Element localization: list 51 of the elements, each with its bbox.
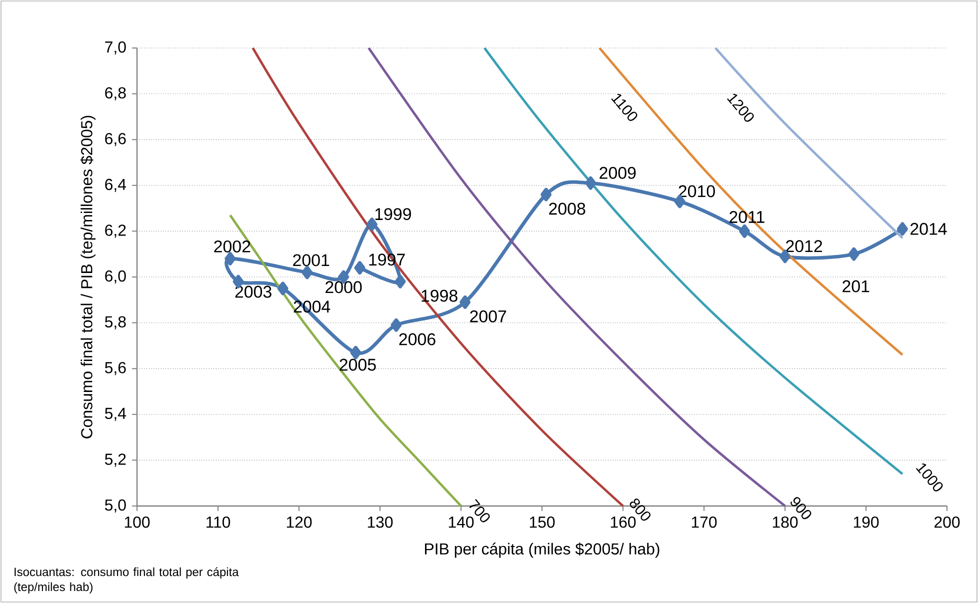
point	[896, 222, 908, 236]
point	[585, 176, 596, 190]
y-axis-title: Consumo final total / PIB (tep/millones $2005)	[80, 116, 96, 438]
x-tick-label: 170	[692, 516, 717, 528]
y-tick-label: 5,6	[104, 362, 126, 376]
point	[390, 318, 402, 332]
x-tick-label: 130	[368, 516, 393, 528]
x-tick-label: 110	[206, 516, 230, 528]
point	[394, 274, 406, 288]
text: Isocuantas: consumo final total per cápita (tep/miles hab)	[14, 567, 239, 594]
annotation: 2003	[235, 286, 272, 298]
y-tick-label: 5,2	[104, 454, 126, 467]
y-tick-label: 7,0	[105, 41, 126, 55]
annotation: 2014	[910, 222, 947, 235]
y-tick-label: 6,4	[105, 178, 126, 192]
x-tick-label: 150	[530, 516, 555, 528]
annotation: 2002	[214, 240, 250, 252]
y-tick-label: 6,0	[105, 270, 126, 284]
annotation: 2005	[340, 358, 376, 371]
x-tick-label: 120	[286, 516, 312, 528]
annotation: 2010	[678, 185, 715, 198]
x-tick-label: 190	[854, 516, 879, 528]
point	[739, 224, 750, 238]
y-tick-label: 6,2	[105, 224, 126, 238]
y-tick-label: 5,8	[104, 316, 126, 330]
annotation: 1998	[422, 290, 458, 302]
annotation: 2000	[326, 281, 362, 294]
point	[460, 295, 471, 309]
point	[848, 247, 860, 261]
point	[354, 261, 366, 275]
annotation: 2012	[786, 240, 822, 252]
x-axis-title: PIB per cápita (miles $2005/ hab)	[425, 542, 660, 558]
y-tick-label: 5,0	[104, 499, 126, 513]
y-tick-label: 6,6	[105, 133, 126, 146]
annotation: 2007	[470, 310, 506, 322]
y-tick-label: 6,8	[105, 87, 126, 100]
point	[540, 188, 552, 202]
y-tick-label: 5,4	[104, 408, 126, 421]
annotation: 1999	[375, 208, 411, 220]
point	[350, 346, 362, 360]
annotation: 201	[842, 280, 870, 292]
annotation: 2008	[549, 202, 586, 215]
annotation: 2006	[399, 333, 436, 346]
x-tick-label: 200	[934, 516, 960, 528]
point	[224, 252, 236, 266]
point	[277, 282, 288, 296]
point	[302, 266, 313, 280]
annotation: 2001	[293, 254, 330, 266]
annotation: 2009	[600, 166, 636, 179]
line-series	[598, 46, 904, 356]
x-tick-label: 100	[124, 516, 150, 528]
